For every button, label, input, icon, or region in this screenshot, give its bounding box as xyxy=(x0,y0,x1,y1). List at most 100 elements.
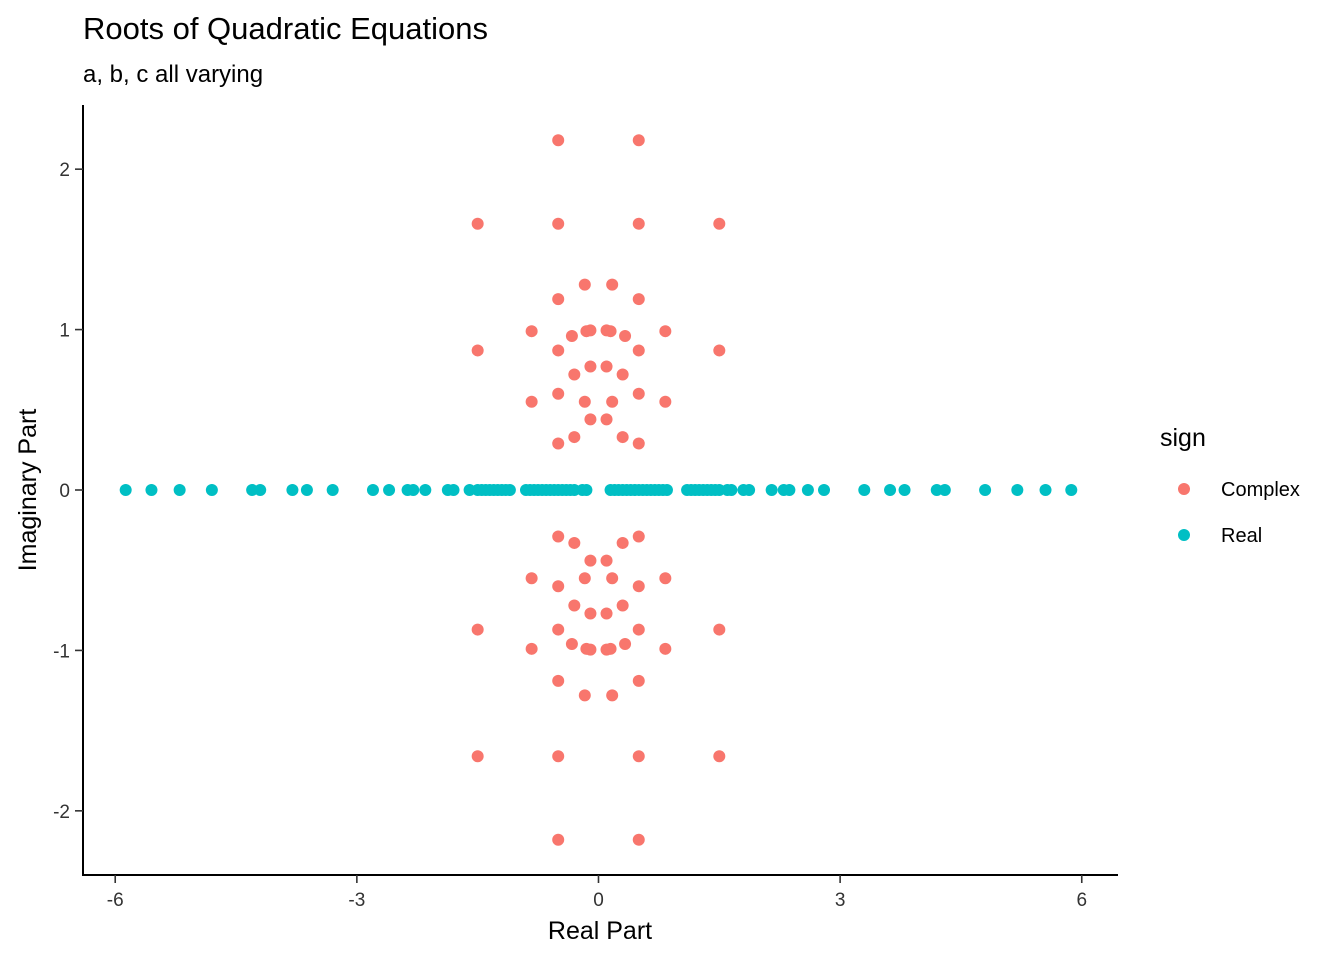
point-complex xyxy=(606,572,619,585)
point-complex xyxy=(568,431,581,444)
point-complex xyxy=(600,607,613,620)
point-real xyxy=(407,484,420,496)
legend-title: sign xyxy=(1160,424,1206,452)
point-complex xyxy=(659,395,672,408)
point-complex xyxy=(552,580,565,593)
point-complex xyxy=(568,368,581,381)
point-complex xyxy=(552,750,565,763)
point-real xyxy=(1011,484,1024,496)
point-real xyxy=(300,484,313,496)
point-real xyxy=(326,484,339,496)
point-real xyxy=(145,484,158,496)
point-complex xyxy=(632,293,645,306)
point-real xyxy=(938,484,951,496)
point-complex xyxy=(552,437,565,450)
point-complex xyxy=(604,325,617,338)
point-complex xyxy=(552,623,565,636)
legend-label-real: Real xyxy=(1221,525,1262,547)
point-complex xyxy=(632,674,645,687)
point-real xyxy=(254,484,267,496)
point-complex xyxy=(525,572,538,585)
x-tick-label: -3 xyxy=(348,890,365,911)
point-complex xyxy=(525,642,538,655)
point-complex xyxy=(580,325,593,338)
point-real xyxy=(580,484,593,496)
point-real xyxy=(366,484,379,496)
point-complex xyxy=(552,387,565,400)
point-complex xyxy=(525,395,538,408)
point-real xyxy=(419,484,432,496)
point-real xyxy=(743,484,756,496)
point-complex xyxy=(713,344,726,357)
y-ticks: -2 -1 0 1 2 xyxy=(53,160,83,823)
point-complex xyxy=(606,278,619,291)
x-tick-label: 0 xyxy=(593,890,604,911)
point-complex xyxy=(632,530,645,543)
legend-label-complex: Complex xyxy=(1221,479,1300,501)
point-real xyxy=(173,484,186,496)
point-complex xyxy=(632,387,645,400)
point-complex xyxy=(632,623,645,636)
x-axis-title: Real Part xyxy=(548,917,652,945)
point-complex xyxy=(600,360,613,373)
point-complex xyxy=(565,638,578,650)
point-real xyxy=(801,484,814,496)
point-complex xyxy=(606,689,619,702)
point-real xyxy=(205,484,218,496)
point-complex xyxy=(632,833,645,846)
point-real xyxy=(660,484,673,496)
point-complex xyxy=(632,437,645,450)
point-complex xyxy=(584,607,597,620)
point-real xyxy=(783,484,796,496)
y-tick-label: 1 xyxy=(59,321,70,342)
point-complex xyxy=(713,623,726,636)
point-complex xyxy=(578,572,591,585)
point-complex xyxy=(632,217,645,230)
y-tick-label: 2 xyxy=(59,160,70,181)
point-complex xyxy=(616,599,629,612)
point-complex xyxy=(632,344,645,357)
point-complex xyxy=(552,344,565,357)
point-complex xyxy=(568,536,581,549)
point-real xyxy=(979,484,992,496)
point-complex xyxy=(552,134,565,147)
point-real xyxy=(858,484,871,496)
point-complex xyxy=(471,217,484,230)
legend-key-real xyxy=(1178,529,1190,541)
point-real xyxy=(1039,484,1052,496)
y-axis-title: Imaginary Part xyxy=(14,409,42,572)
point-real xyxy=(884,484,897,496)
point-complex xyxy=(606,395,619,408)
point-complex xyxy=(659,325,672,338)
x-tick-label: 6 xyxy=(1076,890,1087,911)
y-tick-label: -1 xyxy=(53,641,70,662)
point-real xyxy=(447,484,460,496)
point-complex xyxy=(552,530,565,543)
x-tick-label: -6 xyxy=(107,890,124,911)
point-complex xyxy=(619,330,632,342)
point-complex xyxy=(584,360,597,373)
point-complex xyxy=(578,395,591,408)
point-real xyxy=(725,484,738,496)
point-real xyxy=(765,484,778,496)
point-complex xyxy=(659,642,672,655)
point-real xyxy=(286,484,299,496)
point-complex xyxy=(471,623,484,636)
point-complex xyxy=(471,344,484,357)
x-tick-label: 3 xyxy=(835,890,846,911)
legend-key-complex xyxy=(1178,483,1190,495)
point-complex xyxy=(600,413,613,426)
point-real xyxy=(383,484,396,496)
y-tick-label: 0 xyxy=(59,481,70,502)
point-complex xyxy=(619,638,632,650)
point-complex xyxy=(565,330,578,342)
y-tick-label: -2 xyxy=(53,802,70,823)
point-complex xyxy=(584,413,597,426)
x-ticks: -6 -3 0 3 6 xyxy=(107,875,1087,911)
point-complex xyxy=(552,833,565,846)
point-complex xyxy=(552,674,565,687)
point-real xyxy=(1065,484,1078,496)
point-real xyxy=(818,484,831,496)
point-complex xyxy=(616,536,629,549)
